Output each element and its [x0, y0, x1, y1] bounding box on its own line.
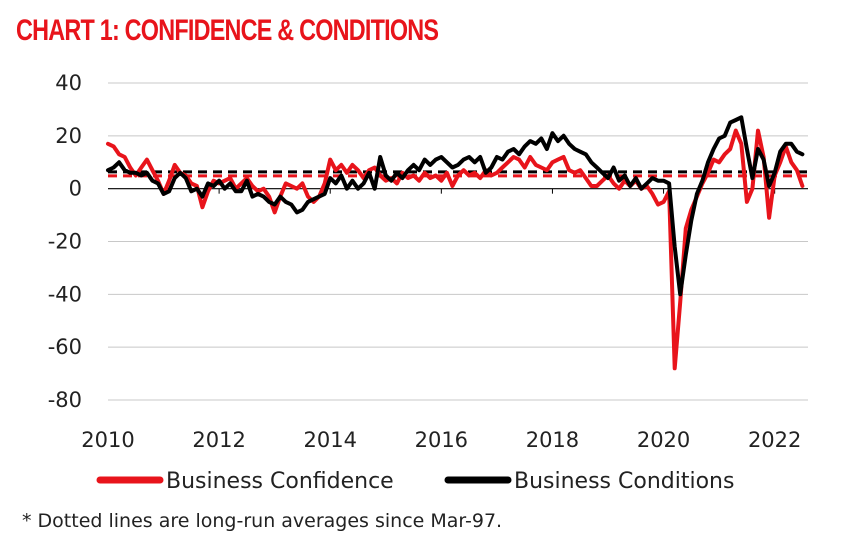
y-tick-label: 40 [55, 71, 82, 95]
y-tick-label: 20 [55, 124, 82, 148]
x-tick-label: 2020 [637, 428, 690, 452]
grid-lines [108, 82, 808, 401]
y-tick-label: 0 [69, 177, 82, 201]
series-lines [106, 115, 805, 371]
y-axis-ticks: 40 20 0 -20 -40 -60 -80 [48, 71, 82, 412]
x-tick-label: 2010 [81, 428, 134, 452]
y-tick-label: -20 [48, 230, 82, 254]
x-tick-label: 2016 [415, 428, 468, 452]
x-tick-label: 2014 [303, 428, 356, 452]
legend-label-conditions: Business Conditions [514, 469, 734, 494]
y-tick-label: -40 [48, 282, 82, 306]
footnote: * Dotted lines are long-run averages sin… [22, 510, 503, 532]
legend: Business Confidence Business Conditions [96, 469, 734, 494]
x-tick-label: 2022 [748, 428, 801, 452]
chart-title: CHART 1: CONFIDENCE & CONDITIONS [16, 14, 439, 47]
y-tick-label: -80 [48, 388, 82, 412]
series-line-confidence [106, 128, 805, 371]
x-tick-label: 2012 [192, 428, 245, 452]
x-tick-label: 2018 [526, 428, 579, 452]
legend-label-confidence: Business Confidence [166, 469, 394, 494]
x-axis-ticks: 2010 2012 2014 2016 2018 2020 2022 [81, 428, 801, 452]
y-tick-label: -60 [48, 335, 82, 359]
series-line-conditions [106, 115, 805, 297]
